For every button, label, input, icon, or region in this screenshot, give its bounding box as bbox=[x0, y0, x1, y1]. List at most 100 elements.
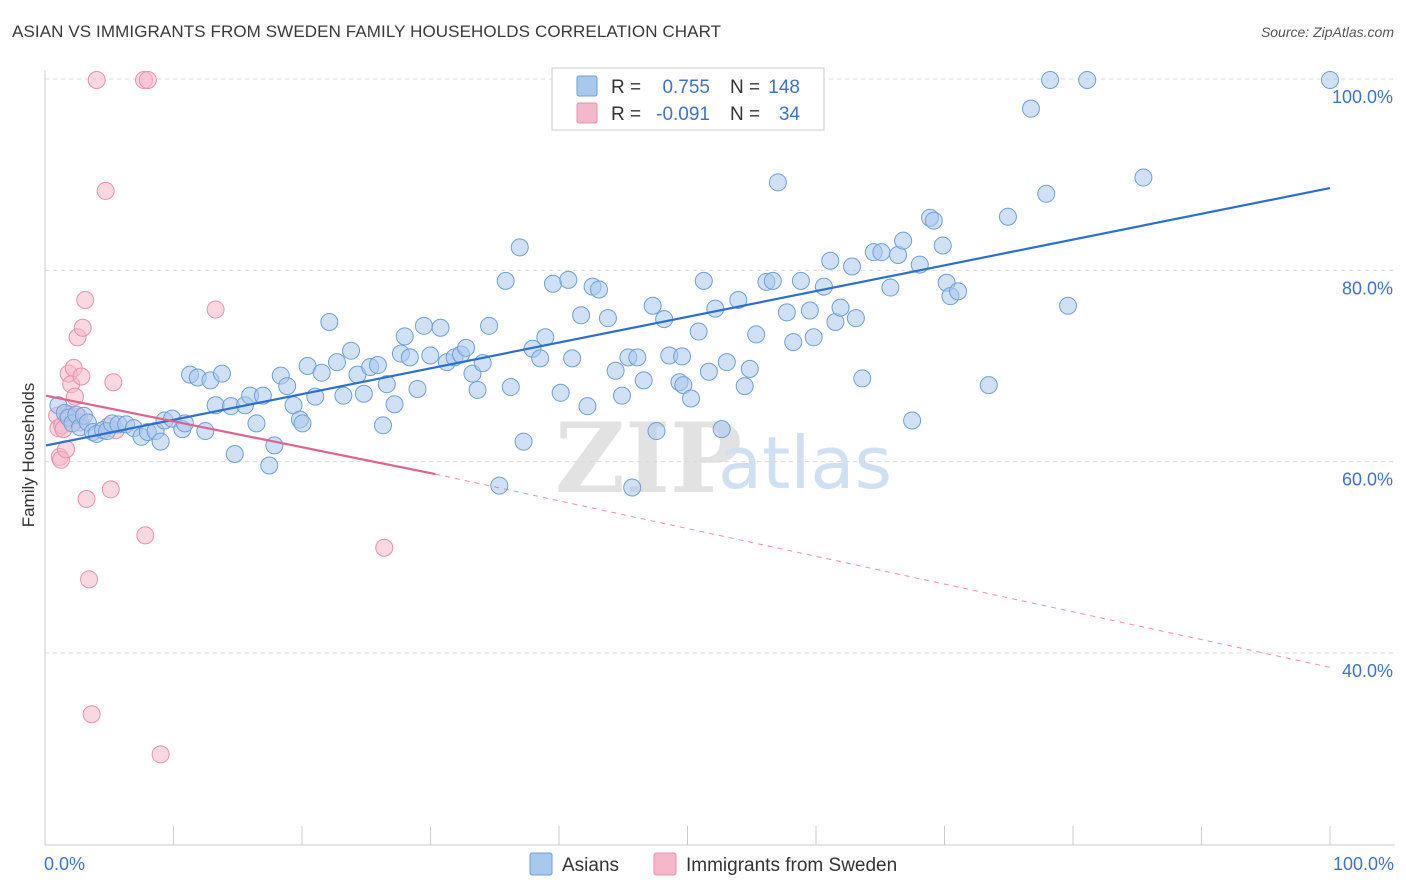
watermark-atlas: atlas bbox=[718, 421, 892, 505]
data-point-asian bbox=[354, 384, 373, 403]
data-point-asian bbox=[514, 432, 533, 451]
trend-line-sweden-extension bbox=[435, 473, 1331, 668]
data-point-asian bbox=[598, 309, 617, 328]
trend-lines bbox=[45, 186, 1331, 668]
data-point-asian bbox=[1037, 184, 1056, 203]
data-point-asian bbox=[623, 478, 642, 497]
data-point-asian bbox=[1059, 296, 1078, 315]
data-point-asian bbox=[949, 282, 968, 301]
data-point-asian bbox=[768, 173, 787, 192]
source-label: Source: ZipAtlas.com bbox=[1260, 24, 1394, 40]
data-point-asian bbox=[421, 346, 440, 365]
data-point-asian bbox=[689, 322, 708, 341]
data-point-asian bbox=[1078, 70, 1097, 89]
bottom-legend-label-asians: Asians bbox=[562, 855, 619, 876]
data-point-asian bbox=[551, 383, 570, 402]
data-point-asian bbox=[578, 397, 597, 416]
data-point-asian bbox=[431, 318, 450, 337]
bottom-legend-swatch-asians bbox=[529, 852, 553, 876]
data-point-asian bbox=[278, 377, 297, 396]
y-tick-label: 100.0% bbox=[1332, 87, 1393, 107]
data-point-asian bbox=[643, 296, 662, 315]
series-legend: Asians Immigrants from Sweden bbox=[529, 852, 897, 876]
data-point-sweden bbox=[72, 367, 91, 386]
bottom-legend-label-sweden: Immigrants from Sweden bbox=[686, 855, 897, 876]
data-point-asian bbox=[408, 379, 427, 398]
data-point-asian bbox=[894, 231, 913, 250]
data-point-asian bbox=[368, 356, 387, 375]
legend-swatch-sweden bbox=[576, 102, 598, 124]
watermark-zip: ZIP bbox=[555, 402, 742, 515]
data-point-asian bbox=[196, 422, 215, 441]
bottom-legend-swatch-sweden bbox=[653, 852, 677, 876]
trend-line-sweden bbox=[45, 394, 436, 476]
data-point-asian bbox=[490, 476, 509, 495]
data-point-asian bbox=[572, 306, 591, 325]
data-point-sweden bbox=[151, 745, 170, 764]
data-point-asian bbox=[247, 414, 266, 433]
y-tick-label: 60.0% bbox=[1342, 470, 1393, 490]
data-point-asian bbox=[151, 432, 170, 451]
data-point-asian bbox=[320, 312, 339, 331]
data-point-sweden bbox=[136, 526, 155, 545]
data-point-sweden bbox=[101, 480, 120, 499]
legend-r-value-asians: 0.755 bbox=[662, 77, 710, 98]
data-point-asian bbox=[327, 353, 346, 372]
y-tick-label: 40.0% bbox=[1342, 661, 1393, 681]
data-point-asian bbox=[924, 211, 943, 230]
data-point-asian bbox=[804, 328, 823, 347]
legend-swatch-asians bbox=[576, 75, 598, 97]
data-point-asian bbox=[881, 278, 900, 297]
data-point-sweden bbox=[77, 489, 96, 508]
data-point-asian bbox=[374, 416, 393, 435]
axes bbox=[44, 70, 1395, 846]
data-point-asian bbox=[998, 207, 1017, 226]
data-point-asian bbox=[480, 316, 499, 335]
data-point-asian bbox=[872, 243, 891, 262]
data-point-sweden bbox=[206, 300, 225, 319]
legend-n-value-sweden: 34 bbox=[779, 104, 801, 125]
data-point-sweden bbox=[104, 373, 123, 392]
data-point-asian bbox=[763, 271, 782, 290]
data-point-asian bbox=[1041, 70, 1060, 89]
data-point-asian bbox=[589, 280, 608, 299]
y-axis-label: Family Households bbox=[19, 383, 38, 528]
data-point-asian bbox=[674, 376, 693, 395]
data-point-sweden bbox=[82, 705, 101, 724]
data-point-sweden bbox=[375, 538, 394, 557]
data-point-asian bbox=[843, 257, 862, 276]
data-point-asian bbox=[853, 369, 872, 388]
data-point-asian bbox=[979, 376, 998, 395]
data-point-asian bbox=[694, 271, 713, 290]
data-point-asian bbox=[496, 271, 515, 290]
data-point-asian bbox=[531, 349, 550, 368]
data-point-asian bbox=[706, 299, 725, 318]
data-point-asian bbox=[334, 386, 353, 405]
data-point-asian bbox=[740, 359, 759, 378]
data-point-asian bbox=[1321, 70, 1339, 89]
x-tick-label-max: 100.0% bbox=[1333, 854, 1394, 874]
data-point-asian bbox=[253, 386, 272, 405]
data-point-asian bbox=[699, 362, 718, 381]
data-point-asian bbox=[260, 456, 279, 475]
legend-r-label-sweden: R = bbox=[611, 104, 641, 125]
data-point-asian bbox=[655, 310, 674, 329]
data-point-asian bbox=[559, 270, 578, 289]
data-point-asian bbox=[777, 303, 796, 322]
data-point-asian bbox=[400, 348, 419, 367]
data-point-asian bbox=[673, 347, 692, 366]
data-point-asian bbox=[800, 301, 819, 320]
y-tick-labels: 40.0% 60.0% 80.0% 100.0% bbox=[1332, 87, 1393, 681]
data-point-sweden bbox=[76, 290, 95, 309]
data-point-asian bbox=[457, 338, 476, 357]
legend-r-value-sweden: -0.091 bbox=[656, 104, 710, 125]
data-point-asian bbox=[543, 274, 562, 293]
data-point-sweden bbox=[87, 70, 106, 89]
data-point-asian bbox=[784, 333, 803, 352]
legend-n-label-sweden: N = bbox=[730, 104, 760, 125]
data-point-asian bbox=[1134, 168, 1153, 187]
trend-line-asians bbox=[45, 186, 1331, 447]
data-point-asian bbox=[729, 290, 748, 309]
y-tick-label: 80.0% bbox=[1342, 278, 1393, 298]
data-point-asian bbox=[821, 251, 840, 270]
